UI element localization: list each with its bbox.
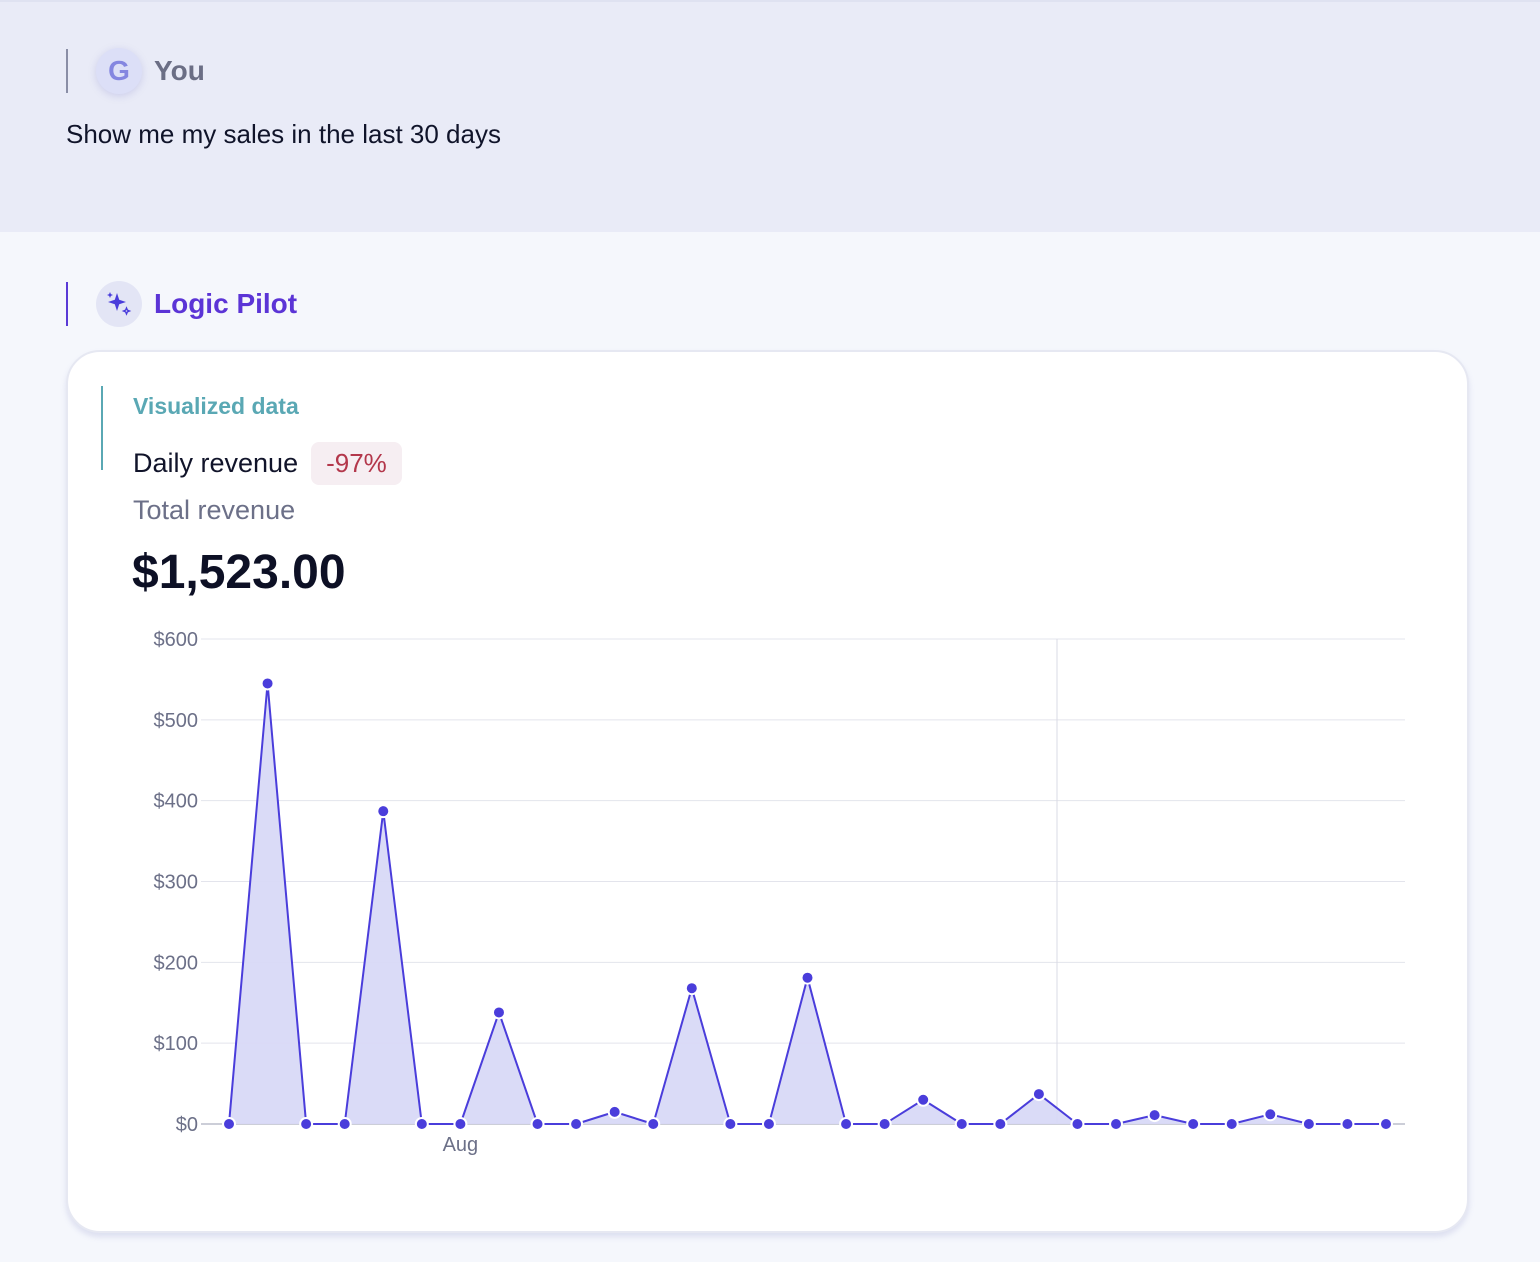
data-point bbox=[491, 1005, 506, 1020]
data-card: Visualized data Daily revenue -97% Total… bbox=[66, 350, 1469, 1233]
card-title-row: Daily revenue -97% bbox=[133, 442, 402, 485]
data-point bbox=[1109, 1117, 1124, 1131]
total-value: $1,523.00 bbox=[132, 546, 346, 599]
assistant-header-bar bbox=[66, 282, 68, 326]
x-tick-label: Aug bbox=[443, 1134, 479, 1156]
data-point bbox=[1263, 1107, 1278, 1122]
data-point bbox=[453, 1117, 468, 1131]
data-point bbox=[1379, 1117, 1393, 1131]
card-kicker: Visualized data bbox=[133, 393, 299, 419]
data-point bbox=[299, 1117, 314, 1131]
data-point bbox=[839, 1117, 854, 1131]
revenue-chart: $0 $100 $200 $300 $400 $500 $600 Aug bbox=[154, 629, 1405, 1156]
y-tick-label: $600 bbox=[154, 629, 199, 651]
y-tick-label: $500 bbox=[154, 710, 199, 732]
y-tick-label: $300 bbox=[154, 872, 199, 894]
user-message-block: G You Show me my sales in the last 30 da… bbox=[0, 0, 1540, 232]
data-point bbox=[916, 1092, 931, 1107]
assistant-name: Logic Pilot bbox=[154, 288, 298, 319]
total-label: Total revenue bbox=[133, 495, 296, 525]
card-title: Daily revenue bbox=[133, 448, 299, 478]
y-tick-label: $200 bbox=[154, 952, 199, 974]
data-point bbox=[607, 1104, 622, 1119]
sparkle-icon bbox=[107, 292, 132, 316]
data-point bbox=[414, 1117, 429, 1131]
data-point bbox=[761, 1117, 776, 1131]
change-badge: -97% bbox=[311, 442, 402, 485]
y-tick-label: $400 bbox=[154, 791, 199, 813]
user-message-header: G You bbox=[66, 48, 205, 94]
sender-name: You bbox=[154, 55, 205, 86]
data-point bbox=[260, 676, 275, 691]
y-tick-label: $100 bbox=[154, 1033, 199, 1055]
user-message-text: Show me my sales in the last 30 days bbox=[66, 119, 501, 149]
data-point bbox=[376, 804, 391, 819]
assistant-avatar bbox=[96, 281, 142, 327]
data-point bbox=[1224, 1117, 1239, 1131]
data-point bbox=[800, 970, 815, 985]
avatar: G bbox=[96, 48, 142, 94]
assistant-message-header: Logic Pilot bbox=[66, 281, 298, 327]
data-point bbox=[222, 1117, 236, 1131]
data-point bbox=[723, 1117, 738, 1131]
data-point bbox=[1031, 1087, 1046, 1102]
y-tick-label: $0 bbox=[176, 1114, 198, 1136]
data-point bbox=[569, 1117, 584, 1131]
data-point bbox=[877, 1117, 892, 1131]
series-area bbox=[229, 683, 1386, 1124]
data-point bbox=[530, 1117, 545, 1131]
data-point bbox=[337, 1117, 352, 1131]
data-point bbox=[1340, 1117, 1355, 1131]
data-point bbox=[1186, 1117, 1201, 1131]
user-header-bar bbox=[66, 49, 68, 93]
data-point bbox=[1070, 1117, 1085, 1131]
avatar-initial: G bbox=[108, 55, 130, 86]
data-point bbox=[1147, 1108, 1162, 1123]
data-point bbox=[646, 1117, 661, 1131]
data-point bbox=[993, 1117, 1008, 1131]
card-accent-bar bbox=[101, 386, 103, 470]
data-point bbox=[684, 981, 699, 996]
data-point bbox=[1301, 1117, 1316, 1131]
data-point bbox=[954, 1117, 969, 1131]
